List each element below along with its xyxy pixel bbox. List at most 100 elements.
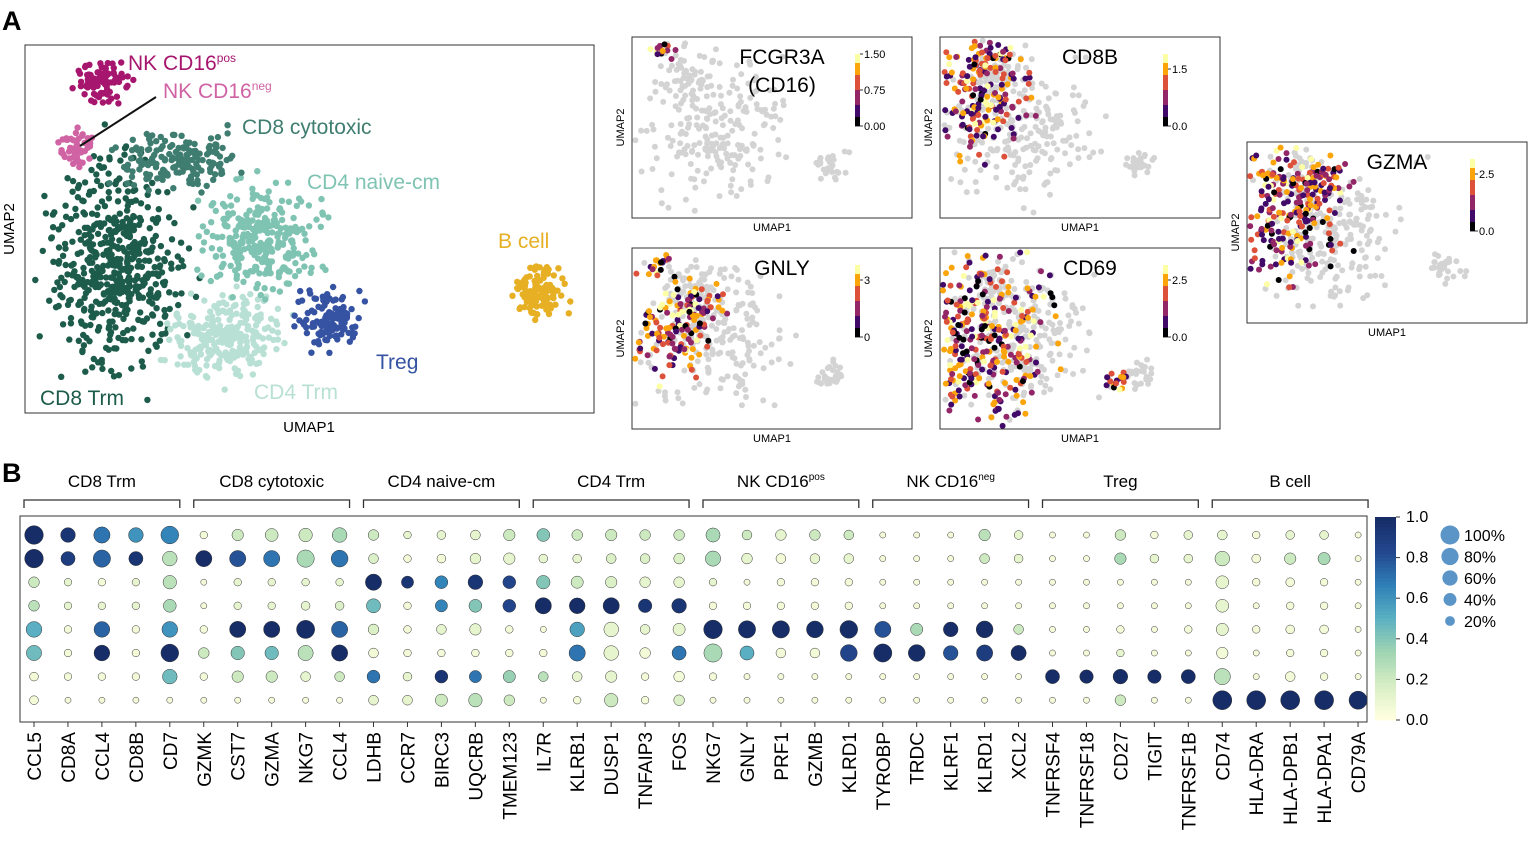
dot bbox=[573, 696, 582, 705]
feature-expr-cell bbox=[1302, 218, 1309, 225]
feature-expr-cell bbox=[1032, 293, 1039, 300]
feature-bg-cell bbox=[814, 378, 820, 385]
dot bbox=[1117, 578, 1124, 586]
dot bbox=[845, 696, 853, 704]
umap-cell bbox=[87, 226, 94, 233]
feature-bg-cell bbox=[1024, 135, 1030, 142]
feature-bg-cell bbox=[1307, 277, 1314, 284]
umap-cell bbox=[558, 292, 565, 299]
feature-bg-cell bbox=[745, 161, 752, 168]
feature-expr-cell bbox=[724, 310, 731, 317]
feature-expr-cell bbox=[1254, 213, 1261, 220]
feature-expr-cell bbox=[681, 346, 688, 353]
feature-bg-cell bbox=[672, 52, 679, 59]
umap-cell bbox=[116, 175, 123, 182]
feature-expr-cell bbox=[975, 112, 982, 118]
colorbar-step bbox=[1375, 648, 1396, 653]
feature-bg-cell bbox=[762, 106, 769, 113]
umap-cell bbox=[105, 188, 113, 196]
dot bbox=[913, 673, 921, 680]
feature-bg-cell bbox=[688, 263, 695, 270]
colorbar-step bbox=[1375, 588, 1396, 592]
dot bbox=[366, 598, 381, 614]
umap-cell bbox=[147, 140, 154, 147]
feature-bg-cell bbox=[691, 142, 698, 149]
umap-cell bbox=[146, 171, 154, 178]
dot bbox=[569, 621, 585, 638]
feature-bg-cell bbox=[1346, 211, 1353, 218]
feature-expr-cell bbox=[1297, 199, 1303, 206]
feature-bg-cell bbox=[1074, 118, 1081, 125]
umap-cell bbox=[107, 216, 115, 224]
dot bbox=[1215, 575, 1230, 589]
dot bbox=[975, 620, 994, 639]
feature-expr-cell bbox=[686, 275, 693, 282]
umap-cell bbox=[291, 312, 298, 319]
feature-expr-cell bbox=[1005, 308, 1012, 314]
umap-cell bbox=[70, 154, 77, 161]
umap-cell bbox=[116, 210, 124, 217]
umap-cell bbox=[161, 137, 169, 145]
umap-cell bbox=[88, 303, 95, 310]
feature-expr-cell bbox=[982, 113, 989, 120]
feature-expr-cell bbox=[1294, 238, 1301, 244]
feature-bg-cell bbox=[1030, 209, 1037, 216]
umap-cell bbox=[139, 363, 147, 370]
dot bbox=[638, 598, 653, 613]
dot bbox=[368, 553, 379, 564]
feature-colorbar-step bbox=[855, 99, 860, 103]
dot bbox=[365, 573, 382, 591]
feature-bg-cell bbox=[977, 79, 984, 85]
feature-bg-cell bbox=[1431, 259, 1438, 266]
umap-cell bbox=[145, 187, 152, 194]
feature-ylabel: UMAP2 bbox=[1230, 214, 1242, 252]
feature-bg-cell bbox=[721, 275, 728, 281]
feature-expr-cell bbox=[1331, 210, 1338, 216]
feature-bg-cell bbox=[1365, 187, 1372, 194]
umap-cell bbox=[326, 332, 333, 340]
umap-cell bbox=[164, 189, 171, 196]
dot bbox=[29, 695, 39, 705]
dot bbox=[435, 599, 448, 613]
feature-expr-cell bbox=[1280, 176, 1287, 182]
umap-cell bbox=[299, 225, 306, 232]
feature-expr-cell bbox=[995, 389, 1002, 396]
umap-cell bbox=[114, 198, 122, 205]
feature-expr-cell bbox=[1038, 268, 1044, 275]
group-bracket bbox=[362, 499, 520, 508]
feature-expr-cell bbox=[971, 356, 978, 363]
feature-expr-cell bbox=[946, 61, 953, 68]
feature-bg-cell bbox=[942, 396, 949, 403]
dot bbox=[810, 601, 819, 610]
feature-expr-cell bbox=[1306, 225, 1313, 231]
umap-cell bbox=[267, 270, 274, 277]
colorbar-step bbox=[1375, 696, 1396, 701]
label-cd4-trm: CD4 Trm bbox=[254, 381, 338, 404]
umap-cell bbox=[118, 301, 126, 309]
feature-bg-cell bbox=[674, 77, 681, 84]
umap-cell bbox=[60, 150, 67, 158]
colorbar-step bbox=[1375, 679, 1396, 684]
dot bbox=[639, 529, 651, 541]
feature-expr-cell bbox=[947, 348, 953, 355]
feature-bg-cell bbox=[1303, 146, 1310, 153]
feature-bg-cell bbox=[1044, 141, 1051, 147]
feature-bg-cell bbox=[701, 54, 708, 60]
group-label: CD4 Trm bbox=[577, 472, 645, 491]
feature-bg-cell bbox=[682, 283, 689, 290]
dot bbox=[1049, 578, 1056, 586]
feature-expr-cell bbox=[668, 56, 675, 62]
dot bbox=[301, 578, 310, 587]
feature-bg-cell bbox=[1382, 211, 1389, 218]
feature-bg-cell bbox=[957, 179, 964, 186]
colorbar-step bbox=[1375, 594, 1396, 599]
dot bbox=[981, 578, 988, 586]
dot bbox=[671, 598, 687, 614]
colorbar-step bbox=[1375, 628, 1396, 633]
umap-cell bbox=[61, 278, 68, 286]
umap-cell bbox=[233, 283, 240, 290]
feature-bg-cell bbox=[1032, 123, 1039, 130]
feature-expr-cell bbox=[944, 133, 951, 140]
feature-bg-cell bbox=[712, 109, 719, 116]
